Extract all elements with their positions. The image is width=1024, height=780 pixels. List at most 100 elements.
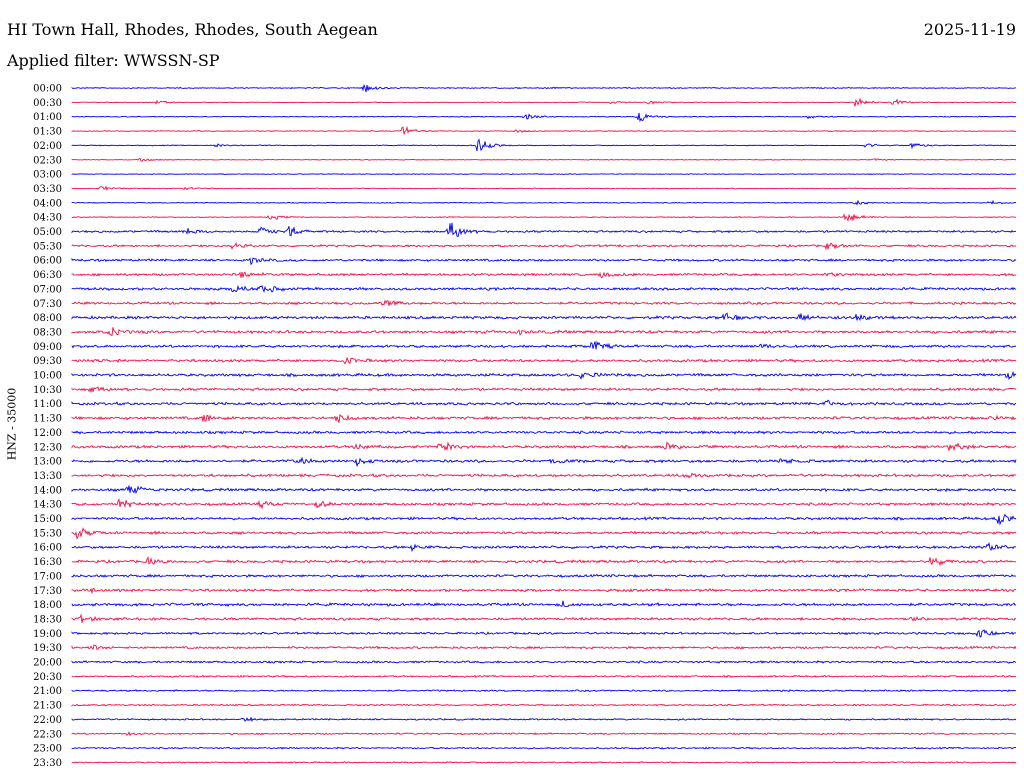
seismic-trace-row xyxy=(71,299,1017,307)
row-time-label: 09:00 xyxy=(33,342,62,353)
row-time-label: 21:30 xyxy=(33,701,62,712)
row-time-label: 00:00 xyxy=(33,84,62,95)
seismic-trace-row xyxy=(71,370,1017,381)
seismic-trace-row xyxy=(71,441,1017,452)
row-time-label: 02:30 xyxy=(33,155,62,166)
seismic-trace-row xyxy=(71,472,1017,479)
seismic-trace-row xyxy=(71,430,1017,435)
row-time-label: 22:30 xyxy=(33,729,62,740)
seismic-trace-row xyxy=(71,644,1017,651)
row-time-label: 22:00 xyxy=(33,715,62,726)
row-time-label: 19:00 xyxy=(33,629,62,640)
seismic-trace-row xyxy=(71,485,1017,495)
row-time-label: 05:30 xyxy=(33,241,62,252)
row-time-label: 20:30 xyxy=(33,672,62,683)
seismic-trace-row xyxy=(71,112,1017,123)
row-time-label: 06:00 xyxy=(33,256,62,267)
seismic-trace-row xyxy=(71,312,1017,322)
row-time-label: 14:30 xyxy=(33,500,62,511)
seismic-trace-row xyxy=(71,703,1017,707)
row-time-label: 20:00 xyxy=(33,658,62,669)
seismic-trace-row xyxy=(71,257,1017,266)
row-time-label: 17:00 xyxy=(33,571,62,582)
row-time-label: 11:30 xyxy=(33,414,62,425)
seismic-trace-row xyxy=(71,716,1017,723)
row-time-label: 23:00 xyxy=(33,744,62,755)
filter-label: Applied filter: WWSSN-SP xyxy=(7,51,220,70)
row-time-label: 02:00 xyxy=(33,141,62,152)
row-time-label: 19:30 xyxy=(33,643,62,654)
seismic-trace-row xyxy=(71,157,1017,162)
seismic-trace-row xyxy=(71,573,1017,579)
row-time-label: 16:00 xyxy=(33,543,62,554)
row-time-label: 06:30 xyxy=(33,270,62,281)
row-time-label: 12:30 xyxy=(33,442,62,453)
seismic-trace-row xyxy=(71,689,1017,693)
seismic-trace-row xyxy=(71,97,1017,107)
row-time-label: 12:00 xyxy=(33,428,62,439)
row-time-label: 18:30 xyxy=(33,614,62,625)
seismic-trace-row xyxy=(71,386,1017,394)
row-time-label: 23:30 xyxy=(33,758,62,769)
seismic-trace-row xyxy=(71,761,1017,764)
seismic-trace-row xyxy=(71,340,1017,350)
row-time-label: 13:30 xyxy=(33,471,62,482)
station-title: HI Town Hall, Rhodes, Rhodes, South Aege… xyxy=(7,20,378,39)
seismic-trace-row xyxy=(71,222,1017,238)
seismic-trace-row xyxy=(71,356,1017,365)
seismic-trace-row xyxy=(71,587,1017,595)
row-time-label: 18:00 xyxy=(33,600,62,611)
row-time-label: 09:30 xyxy=(33,356,62,367)
row-time-label: 01:30 xyxy=(33,127,62,138)
row-time-label: 17:30 xyxy=(33,586,62,597)
row-time-label: 07:30 xyxy=(33,299,62,310)
row-time-label: 01:00 xyxy=(33,112,62,123)
seismic-trace-row xyxy=(71,327,1017,337)
row-time-label: 07:00 xyxy=(33,284,62,295)
seismic-trace-row xyxy=(71,271,1017,279)
seismic-trace-row xyxy=(71,199,1017,206)
row-time-label: 16:30 xyxy=(33,557,62,568)
seismic-trace-row xyxy=(71,498,1017,510)
seismic-trace-row xyxy=(71,456,1017,467)
row-time-label: 21:00 xyxy=(33,686,62,697)
row-time-label: 05:00 xyxy=(33,227,62,238)
seismic-trace-row xyxy=(71,185,1017,192)
seismic-trace-row xyxy=(71,242,1017,251)
row-time-label: 10:00 xyxy=(33,371,62,382)
row-time-label: 03:00 xyxy=(33,170,62,181)
seismic-trace-row xyxy=(71,660,1017,664)
seismic-trace-row xyxy=(71,399,1017,407)
seismic-trace-row xyxy=(71,125,1017,135)
seismic-trace-row xyxy=(71,83,1017,93)
seismic-trace-row xyxy=(71,173,1017,175)
seismic-trace-row xyxy=(71,613,1017,623)
row-time-label: 10:30 xyxy=(33,385,62,396)
seismic-trace-row xyxy=(71,413,1017,423)
row-time-label: 08:30 xyxy=(33,327,62,338)
seismic-trace-row xyxy=(71,674,1017,679)
row-time-label: 13:00 xyxy=(33,457,62,468)
row-time-label: 08:00 xyxy=(33,313,62,324)
seismic-trace-row xyxy=(71,731,1017,737)
row-time-label: 15:30 xyxy=(33,528,62,539)
seismic-trace-row xyxy=(71,527,1017,540)
row-time-label: 14:00 xyxy=(33,485,62,496)
row-time-label: 03:30 xyxy=(33,184,62,195)
seismic-trace-row xyxy=(71,555,1017,567)
seismic-trace-row xyxy=(71,513,1017,526)
date-label: 2025-11-19 xyxy=(923,20,1016,39)
row-time-label: 11:00 xyxy=(33,399,62,410)
row-time-label: 04:00 xyxy=(33,198,62,209)
row-time-label: 00:30 xyxy=(33,98,62,109)
seismic-trace-row xyxy=(71,746,1017,750)
seismic-trace-row xyxy=(71,284,1017,293)
seismic-trace-row xyxy=(71,629,1017,638)
row-time-label: 15:00 xyxy=(33,514,62,525)
row-time-label: 04:30 xyxy=(33,213,62,224)
seismic-trace-row xyxy=(71,213,1017,223)
seismic-trace-row xyxy=(71,600,1017,608)
seismic-trace-row xyxy=(71,541,1017,553)
seismic-trace-row xyxy=(71,138,1017,152)
